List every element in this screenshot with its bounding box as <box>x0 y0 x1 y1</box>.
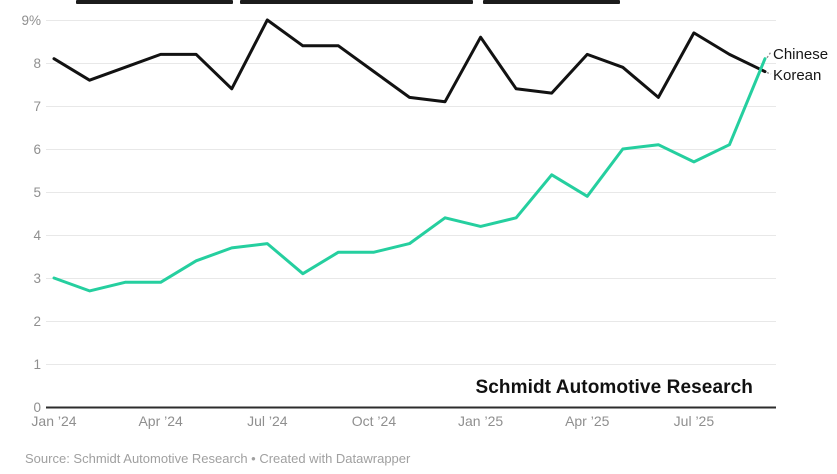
series-line-chinese <box>52 57 767 293</box>
legend-label-korean: Korean <box>773 67 822 84</box>
legend-leader-korean <box>766 71 772 75</box>
clipped-title-fragment <box>483 0 620 4</box>
clipped-title-fragment <box>76 0 233 4</box>
watermark: Schmidt Automotive Research <box>475 377 753 398</box>
y-tick-label: 3 <box>33 271 41 286</box>
series-line-korean <box>52 18 767 104</box>
y-tick-label: 9% <box>21 13 41 28</box>
x-tick-label: Oct ’24 <box>352 413 397 429</box>
x-tick-label: Jan ’24 <box>31 413 76 429</box>
y-tick-label: 7 <box>33 99 41 114</box>
clipped-title-fragment <box>240 0 473 4</box>
source-line: Source: Schmidt Automotive Research • Cr… <box>25 451 411 466</box>
legend-label-chinese: Chinese <box>773 46 829 63</box>
x-tick-label: Apr ’25 <box>565 413 610 429</box>
x-tick-label: Jul ’25 <box>674 413 715 429</box>
y-tick-label: 0 <box>33 400 41 415</box>
y-tick-label: 2 <box>33 314 41 329</box>
x-tick-label: Jul ’24 <box>247 413 288 429</box>
y-tick-label: 5 <box>33 185 41 200</box>
legend-leader-chinese <box>766 51 772 59</box>
x-tick-label: Jan ’25 <box>458 413 503 429</box>
y-tick-label: 4 <box>33 228 41 243</box>
y-tick-label: 8 <box>33 56 41 71</box>
x-tick-label: Apr ’24 <box>138 413 183 429</box>
y-tick-label: 6 <box>33 142 41 157</box>
y-tick-label: 1 <box>33 357 41 372</box>
clipped-title-sliver <box>0 0 837 4</box>
